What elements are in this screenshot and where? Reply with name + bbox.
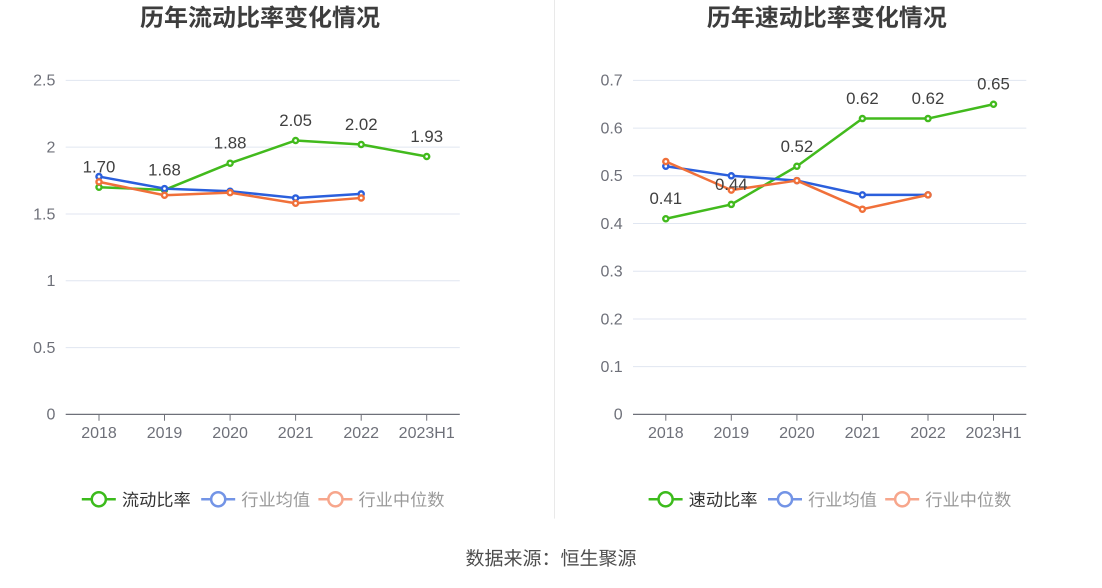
- svg-text:0.62: 0.62: [846, 89, 879, 108]
- svg-text:1.70: 1.70: [83, 158, 116, 177]
- svg-text:2022: 2022: [910, 425, 946, 442]
- svg-text:0.1: 0.1: [600, 359, 622, 376]
- svg-text:0.52: 0.52: [781, 137, 814, 156]
- svg-text:0.62: 0.62: [912, 89, 945, 108]
- svg-text:2: 2: [46, 140, 55, 157]
- svg-text:2021: 2021: [845, 425, 881, 442]
- svg-text:0.2: 0.2: [600, 311, 622, 328]
- svg-text:1: 1: [46, 273, 55, 290]
- svg-text:0: 0: [614, 407, 623, 424]
- svg-text:2023H1: 2023H1: [965, 425, 1021, 442]
- svg-text:0.6: 0.6: [600, 120, 622, 137]
- svg-text:2.5: 2.5: [33, 73, 55, 90]
- svg-text:2.05: 2.05: [279, 111, 312, 130]
- svg-text:0.41: 0.41: [649, 189, 682, 208]
- svg-text:2.02: 2.02: [345, 115, 378, 134]
- svg-text:0.5: 0.5: [600, 168, 622, 185]
- svg-text:2022: 2022: [343, 425, 379, 442]
- svg-text:2023H1: 2023H1: [399, 425, 455, 442]
- svg-text:2020: 2020: [779, 425, 815, 442]
- svg-text:2018: 2018: [648, 425, 684, 442]
- svg-text:0.3: 0.3: [600, 264, 622, 281]
- svg-text:0: 0: [46, 407, 55, 424]
- svg-text:1.68: 1.68: [148, 160, 181, 179]
- svg-text:0.7: 0.7: [600, 73, 622, 90]
- svg-text:2019: 2019: [147, 425, 183, 442]
- svg-text:2018: 2018: [81, 425, 117, 442]
- svg-text:0.65: 0.65: [977, 75, 1010, 94]
- svg-text:0.4: 0.4: [600, 216, 622, 233]
- svg-text:1.5: 1.5: [33, 206, 55, 223]
- svg-text:0.5: 0.5: [33, 340, 55, 357]
- svg-text:2020: 2020: [212, 425, 248, 442]
- svg-text:0.44: 0.44: [715, 175, 748, 194]
- svg-text:2021: 2021: [278, 425, 314, 442]
- svg-text:2019: 2019: [714, 425, 750, 442]
- svg-text:1.88: 1.88: [214, 134, 247, 153]
- svg-text:1.93: 1.93: [410, 127, 443, 146]
